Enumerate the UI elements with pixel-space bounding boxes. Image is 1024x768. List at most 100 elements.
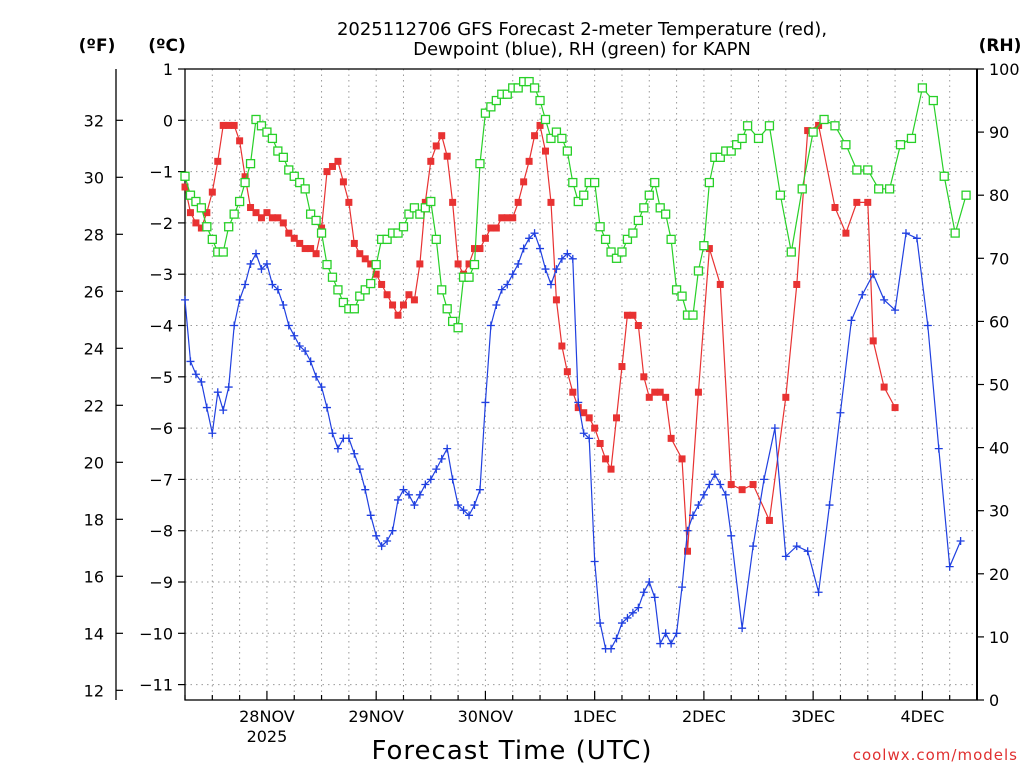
dewpoint-point (705, 480, 714, 489)
rh-point (502, 89, 512, 99)
rh-point (480, 108, 491, 118)
dewpoint-point (202, 403, 211, 412)
dewpoint-point (191, 370, 200, 379)
temp-point (197, 224, 205, 232)
temp-point (536, 121, 544, 129)
x-axis-label: Forecast Time (UTC) (371, 736, 652, 766)
temp-point (793, 280, 801, 288)
dewpoint-point (869, 270, 878, 279)
dewpoint-point (891, 306, 900, 315)
dewpoint-point (262, 259, 271, 268)
dewpoint-point (858, 290, 867, 299)
dewpoint-point (268, 280, 277, 289)
dewpoint-point (694, 501, 703, 510)
temp-point (705, 245, 713, 253)
dewpoint-point (678, 583, 687, 592)
temp-point (257, 214, 265, 222)
temp-point (503, 214, 511, 222)
rh-point (398, 222, 409, 232)
dewpoint-point (383, 536, 392, 545)
dewpoint-point (350, 449, 359, 458)
dewpoint-point (607, 644, 616, 653)
dewpoint-point (333, 444, 342, 453)
dewpoint-point (181, 295, 189, 304)
dewpoint-point (699, 490, 708, 499)
dewpoint-point (568, 254, 577, 263)
rh-point (322, 259, 332, 270)
temp-point (361, 255, 369, 263)
celsius-axis-label: (ºC) (148, 36, 186, 56)
dewpoint-point (394, 495, 403, 504)
temp-point (694, 388, 702, 396)
temp-point (634, 322, 642, 330)
rh-point (262, 127, 272, 137)
dewpoint-point (579, 429, 588, 438)
rh-point (524, 76, 534, 87)
rh-tick-label: 90 (989, 123, 1009, 142)
dewpoint-point (197, 377, 206, 386)
time-tick-label: 3DEC (791, 707, 835, 726)
fahrenheit-tick-label: 28 (84, 225, 104, 244)
dewpoint-point (634, 603, 643, 612)
dewpoint-point (590, 557, 599, 566)
rh-point (579, 190, 589, 200)
dewpoint-point (656, 639, 665, 648)
temp-point (563, 368, 571, 376)
dewpoint-point (421, 480, 430, 489)
rh-point (415, 209, 425, 219)
rh-point (289, 171, 299, 181)
dewpoint-point (235, 295, 244, 304)
fahrenheit-axis-ticks: 32 30 28 26 24 22 20 18 16 14 12 (84, 111, 123, 700)
dewpoint-point (257, 265, 266, 274)
rh-point (491, 95, 501, 106)
temp-point (263, 209, 271, 217)
rh-point (191, 196, 201, 207)
rh-point (404, 209, 414, 219)
rh-point (224, 222, 234, 232)
fahrenheit-tick-label: 30 (84, 168, 104, 187)
rh-point (393, 228, 403, 238)
time-tick-label: 28NOV (239, 707, 295, 726)
dewpoint-point (530, 229, 539, 238)
dewpoint-point (497, 285, 506, 294)
time-tick-sublabel: 2025 (247, 727, 288, 746)
temp-point (607, 465, 615, 473)
celsius-tick-label: 1 (163, 60, 173, 79)
rh-point (639, 203, 649, 213)
dewpoint-point (716, 480, 725, 489)
fahrenheit-tick-label: 32 (84, 111, 104, 130)
celsius-tick-label: −5 (149, 368, 173, 387)
rh-point (568, 177, 578, 188)
temp-point (618, 363, 626, 371)
temp-point (558, 342, 566, 350)
rh-point (185, 190, 196, 200)
temp-point (629, 311, 637, 319)
dewpoint-point (672, 629, 681, 638)
dewpoint-point (213, 388, 222, 397)
rh-point (464, 272, 474, 282)
temp-point (782, 393, 790, 401)
temp-point (279, 219, 287, 227)
data-series (180, 76, 971, 653)
dewpoint-point (361, 485, 370, 494)
rh-point (617, 247, 627, 257)
temp-point (247, 204, 255, 212)
temp-point (613, 414, 621, 422)
dewpoint-point (306, 357, 315, 366)
celsius-tick-label: −8 (149, 522, 173, 541)
temp-point (470, 245, 478, 253)
rh-point (699, 241, 709, 251)
dewpoint-point (284, 321, 293, 330)
rh-point (338, 297, 349, 308)
dewpoint-point (541, 265, 550, 274)
rh-point (251, 114, 261, 125)
temp-point (230, 121, 238, 129)
rh-point (453, 323, 463, 333)
temp-point (591, 424, 599, 432)
temp-point (853, 198, 861, 206)
celsius-tick-label: −2 (149, 214, 173, 233)
credit-text: coolwx.com/models (853, 746, 1018, 764)
dewpoint-point (667, 639, 676, 648)
rh-point (273, 146, 283, 156)
